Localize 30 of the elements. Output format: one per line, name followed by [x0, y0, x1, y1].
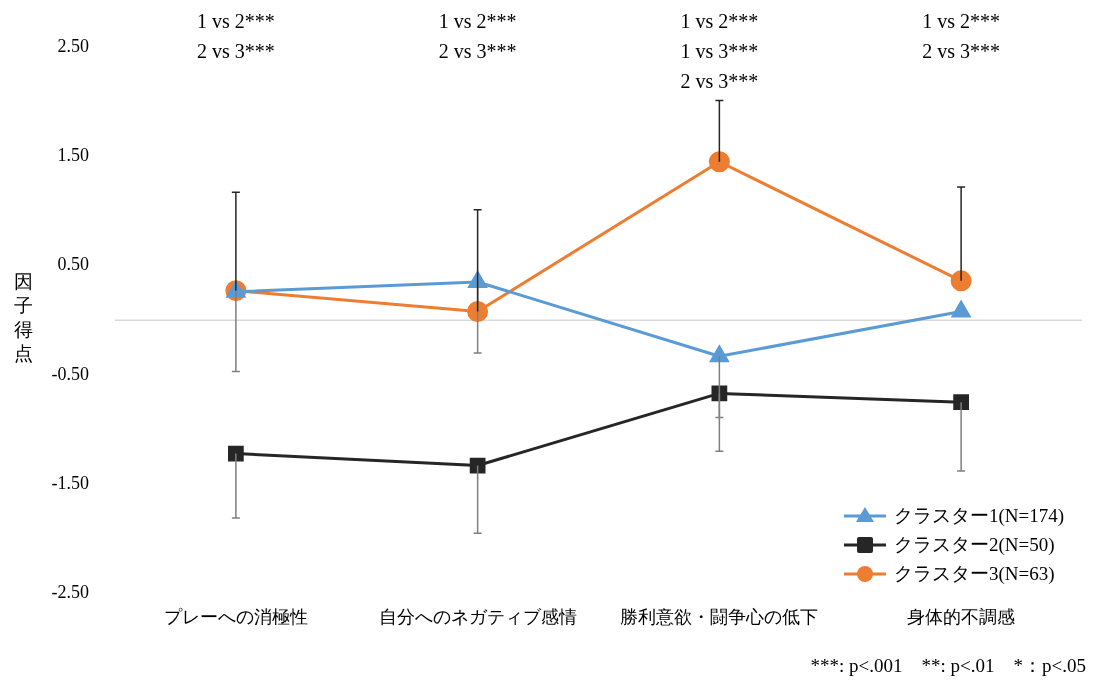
text: 1 vs 2***: [438, 10, 517, 33]
y-axis-title: 因子得点: [12, 270, 34, 366]
x-tick-label: 自分へのネガティブ感情: [378, 606, 577, 627]
y-tick-label: 0.50: [57, 254, 89, 275]
text: 1 vs 2***: [680, 10, 759, 33]
x-tick-label: 勝利意欲・闘争心の低下: [620, 606, 819, 627]
y-tick-label: -2.50: [51, 582, 89, 603]
annotation: 2 vs 3***: [680, 70, 759, 93]
legend-label: クラスター3(N=63): [893, 561, 1055, 586]
point: [467, 300, 489, 322]
text: 1 vs 2***: [922, 10, 1001, 33]
text: ***: p<.001 **: p<.01 *：p<.05: [810, 654, 1086, 678]
legend-label: クラスター1(N=174): [893, 503, 1064, 528]
y-tick-label: -1.50: [51, 472, 89, 493]
y-tick-label: -0.50: [51, 363, 89, 384]
point: [950, 270, 972, 292]
annotation: 2 vs 3***: [196, 40, 275, 63]
y-tick-label: 2.50: [57, 35, 89, 56]
annotation: 2 vs 3***: [438, 40, 517, 63]
point: [953, 394, 969, 411]
x-tick-label: 身体的不調感: [907, 606, 1016, 627]
point: [469, 457, 486, 474]
text: 1 vs 2***: [196, 10, 275, 33]
point: [708, 151, 730, 173]
annotation: 1 vs 3***: [680, 40, 759, 63]
point: [228, 445, 244, 462]
annotation: 2 vs 3***: [922, 40, 1001, 63]
y-tick-label: 1.50: [57, 145, 89, 166]
legend-label: クラスター2(N=50): [893, 532, 1055, 557]
x-tick-label: プレーへの消極性: [163, 606, 308, 627]
